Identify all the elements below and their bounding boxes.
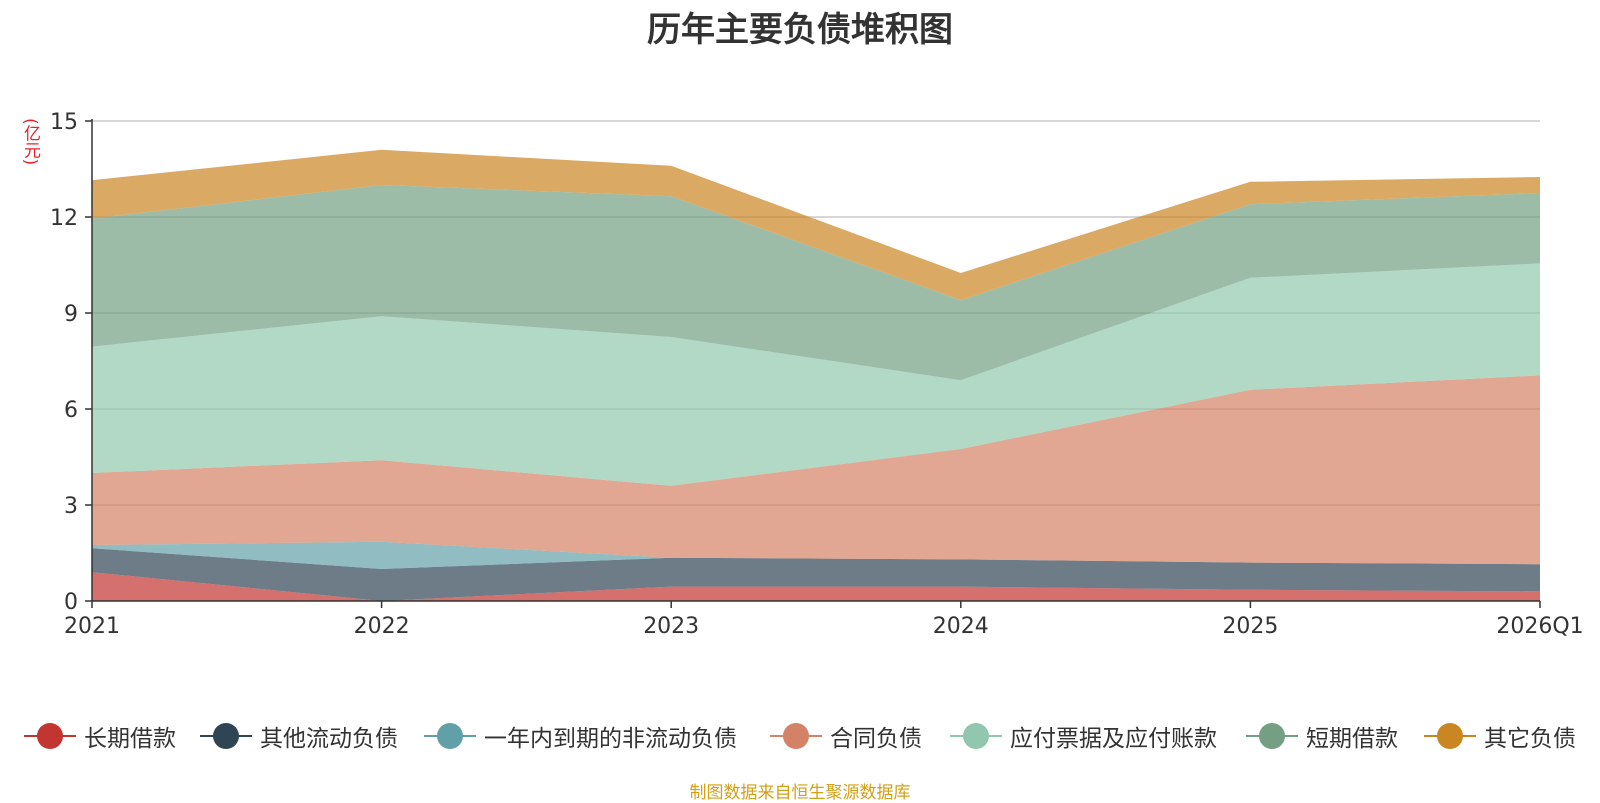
x-tick-label: 2022	[354, 614, 410, 639]
y-tick-label: 9	[64, 302, 78, 327]
y-tick-label: 12	[50, 206, 78, 231]
x-tick-label: 2026Q1	[1496, 614, 1583, 639]
x-tick-label: 2023	[643, 614, 699, 639]
legend-item[interactable]: 其它负债	[1424, 718, 1576, 754]
legend-item[interactable]: 应付票据及应付账款	[950, 718, 1217, 754]
legend-marker-icon	[200, 718, 252, 754]
legend-label: 长期借款	[84, 726, 176, 752]
y-axis-unit-label: (亿元)	[20, 118, 40, 166]
legend-item[interactable]: 一年内到期的非流动负债	[424, 718, 737, 754]
legend-marker-icon	[1246, 718, 1298, 754]
y-tick-label: 15	[50, 110, 78, 135]
x-tick-label: 2025	[1222, 614, 1278, 639]
y-tick-label: 6	[64, 398, 78, 423]
x-tick-label: 2021	[64, 614, 120, 639]
legend-marker-icon	[770, 718, 822, 754]
legend-label: 短期借款	[1306, 726, 1398, 752]
legend-item[interactable]: 长期借款	[24, 718, 176, 754]
area-series-3	[92, 375, 1540, 565]
area-series-2	[92, 541, 1540, 569]
y-tick-label: 3	[64, 494, 78, 519]
chart-title: 历年主要负债堆积图	[647, 10, 953, 50]
area-series-4	[92, 263, 1540, 486]
y-tick-label: 0	[64, 590, 78, 615]
legend-item[interactable]: 短期借款	[1246, 718, 1398, 754]
legend-marker-icon	[424, 718, 476, 754]
legend: 长期借款 其他流动负债 一年内到期的非流动负债 合同负债 应付票据及应付账款 短期借款 其它…	[0, 718, 1600, 754]
legend-label: 其它负债	[1484, 726, 1576, 752]
legend-label: 一年内到期的非流动负债	[484, 726, 737, 752]
legend-label: 合同负债	[830, 726, 922, 752]
legend-marker-icon	[950, 718, 1002, 754]
x-tick-label: 2024	[933, 614, 989, 639]
legend-label: 应付票据及应付账款	[1010, 726, 1217, 752]
legend-item[interactable]: 合同负债	[770, 718, 922, 754]
area-series-1	[92, 548, 1540, 601]
legend-label: 其他流动负债	[260, 726, 398, 752]
area-series-5	[92, 185, 1540, 381]
legend-marker-icon	[1424, 718, 1476, 754]
legend-item[interactable]: 其他流动负债	[200, 718, 398, 754]
source-note: 制图数据来自恒生聚源数据库	[689, 783, 911, 803]
area-series-6	[92, 149, 1540, 301]
legend-marker-icon	[24, 718, 76, 754]
